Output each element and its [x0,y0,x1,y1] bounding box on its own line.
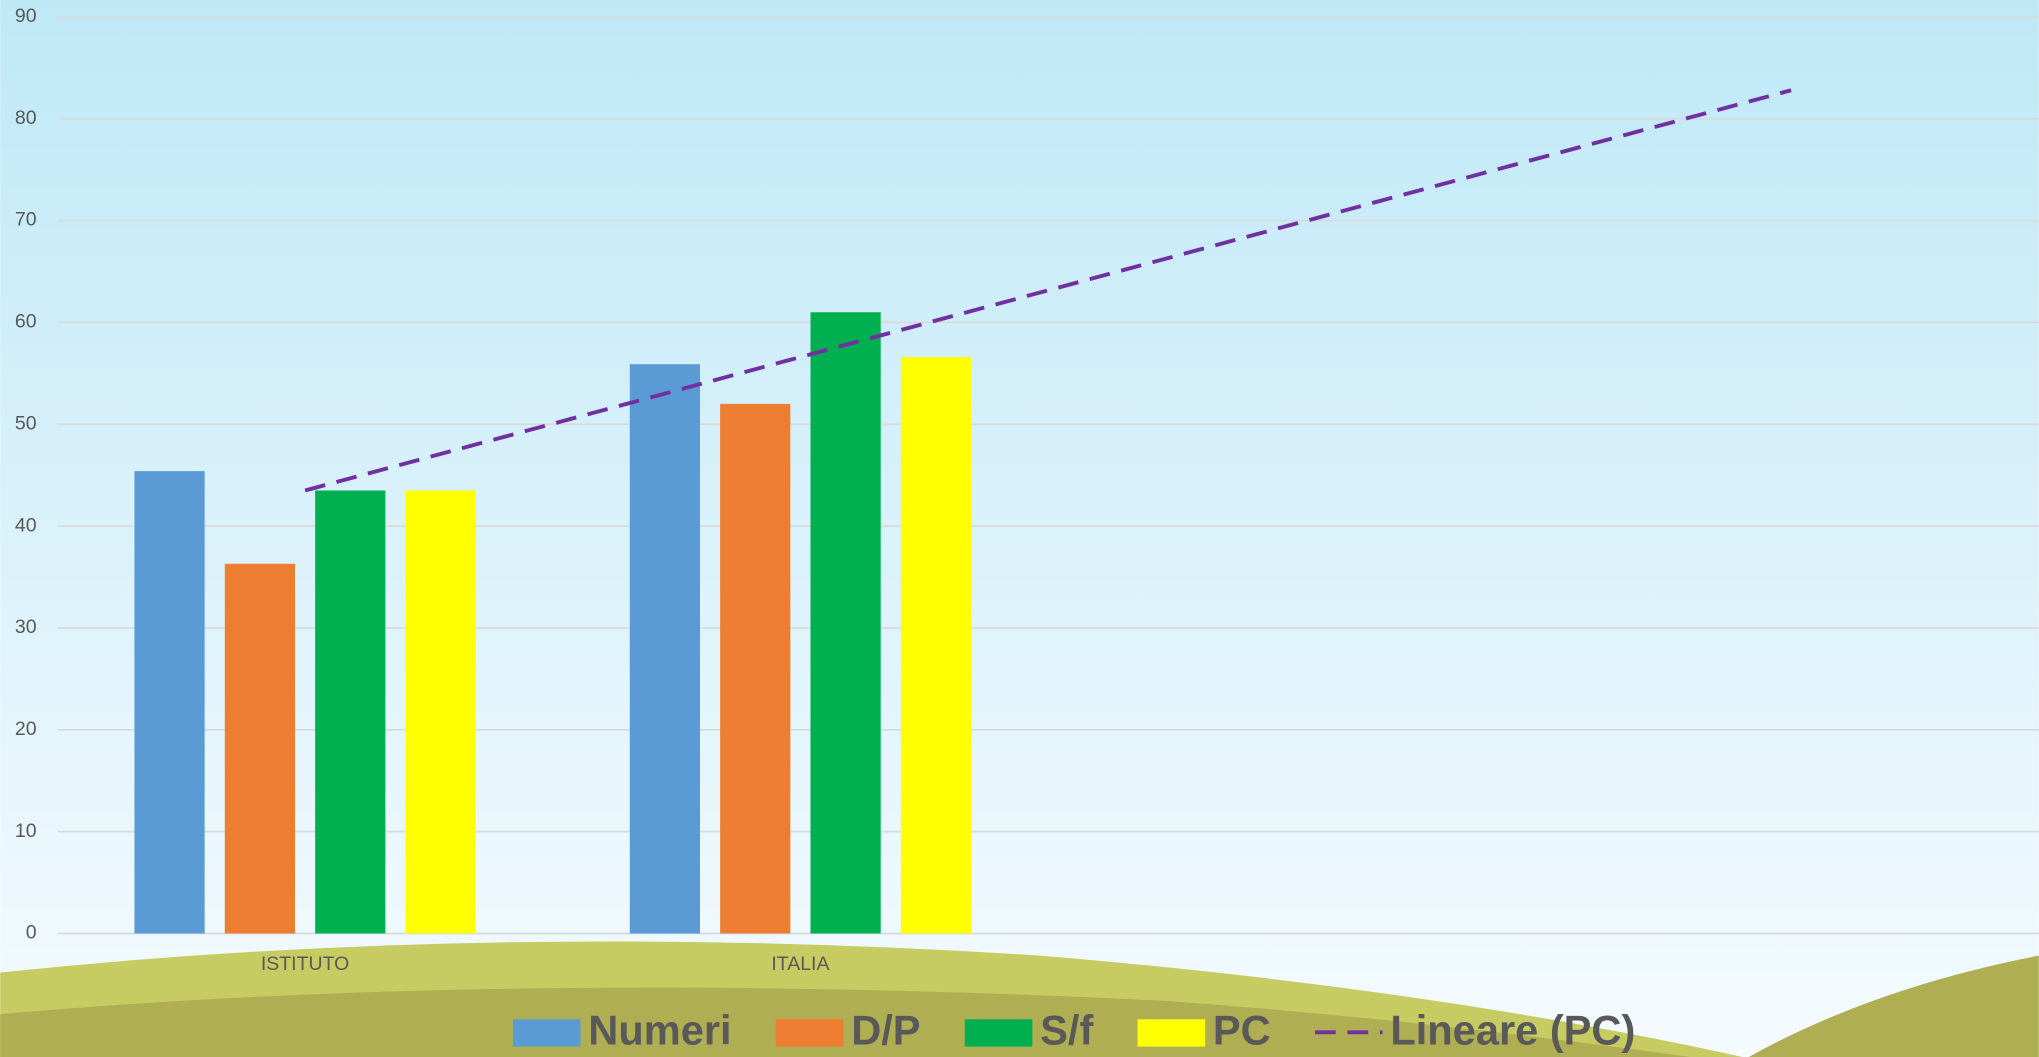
x-tick-label: ISTITUTO [261,953,349,975]
bar [720,403,791,934]
hill [1748,955,2039,1057]
bar [900,357,972,934]
legend-label: S/f [1040,1007,1093,1054]
hill [0,987,1691,1057]
legend-label: PC [1213,1007,1271,1054]
bar [224,563,296,934]
bar [315,490,386,934]
legend-label: Lineare (PC) [1390,1007,1635,1054]
legend-key [775,1019,844,1047]
x-tick-label: ITALIA [771,953,829,975]
y-tick-label: 40 [15,514,37,536]
y-tick-label: 20 [15,718,37,740]
y-tick-label: 60 [15,311,37,333]
bar [134,471,205,934]
y-tick-label: 30 [15,616,37,638]
bar [629,364,700,934]
bar [810,312,881,934]
trendline [304,88,1792,493]
legend-key [512,1019,581,1047]
y-tick-label: 90 [15,5,37,27]
y-tick-label: 80 [15,107,37,129]
plot-area: 0 10 20 30 40 50 60 70 80 90 ISTITUTO ITALIA Numeri D… [15,5,2039,1054]
bar [405,490,476,934]
legend-label: D/P [851,1007,920,1054]
y-tick-label: 70 [15,209,37,231]
y-tick-label: 10 [15,820,37,842]
legend-key [1137,1019,1206,1047]
legend-label: Numeri [588,1007,731,1054]
y-tick-label: 0 [26,922,37,944]
legend-key [964,1019,1033,1047]
y-tick-label: 50 [15,412,37,434]
